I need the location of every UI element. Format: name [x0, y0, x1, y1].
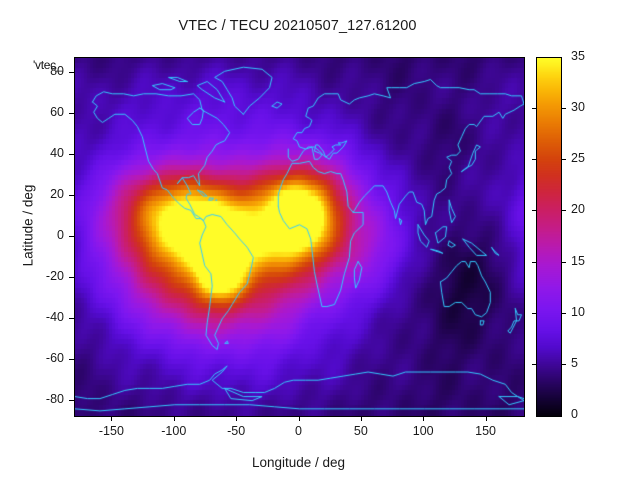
x-tick-label: -50 — [227, 424, 246, 438]
page-title: VTEC / TECU 20210507_127.61200 — [178, 18, 417, 34]
colorbar-tick-label: 15 — [571, 253, 585, 268]
colorbar-gradient — [537, 58, 561, 416]
x-tick-mark — [423, 416, 424, 421]
x-tick-label: 150 — [475, 424, 496, 438]
corner-annotation: 'vtec_ — [33, 58, 63, 72]
y-tick-mark — [69, 154, 74, 155]
x-tick-mark — [236, 416, 237, 421]
y-tick-label: -80 — [45, 391, 64, 406]
colorbar-tick-label: 30 — [571, 100, 585, 115]
colorbar-tick-mark-right — [561, 210, 566, 211]
colorbar-tick-mark-left — [532, 210, 537, 211]
y-tick-mark — [69, 72, 74, 73]
colorbar — [536, 57, 562, 417]
colorbar-tick-label: 20 — [571, 202, 585, 217]
y-tick-mark — [69, 400, 74, 401]
colorbar-tick-label: 25 — [571, 151, 585, 166]
y-tick-mark — [69, 359, 74, 360]
y-tick-label: 40 — [50, 146, 64, 161]
colorbar-tick-mark-left — [532, 108, 537, 109]
y-tick-mark — [69, 277, 74, 278]
colorbar-tick-label: 5 — [571, 355, 578, 370]
colorbar-tick-mark-left — [532, 364, 537, 365]
x-axis-label: Longitude / deg — [251, 455, 346, 470]
colorbar-tick-mark-right — [561, 159, 566, 160]
y-tick-label: 60 — [50, 105, 64, 120]
x-tick-label: 50 — [353, 424, 368, 438]
colorbar-tick-label: 0 — [571, 407, 578, 421]
y-tick-label: -40 — [45, 309, 64, 324]
colorbar-tick-label: 10 — [571, 304, 585, 319]
map-plot-area — [74, 57, 525, 417]
y-tick-mark — [69, 113, 74, 114]
vtec-heatmap-canvas — [75, 58, 524, 416]
y-tick-label: 20 — [50, 187, 64, 202]
y-tick-mark — [69, 318, 74, 319]
y-tick-mark — [69, 236, 74, 237]
y-tick-mark — [69, 195, 74, 196]
colorbar-tick-label: 35 — [571, 49, 585, 63]
colorbar-tick-mark-right — [561, 313, 566, 314]
x-tick-label: -150 — [98, 424, 124, 438]
x-tick-mark — [299, 416, 300, 421]
x-tick-mark — [486, 416, 487, 421]
colorbar-tick-mark-right — [561, 108, 566, 109]
x-tick-label: 100 — [412, 424, 434, 438]
y-tick-label: 80 — [50, 64, 64, 79]
x-tick-mark — [111, 416, 112, 421]
x-tick-mark — [174, 416, 175, 421]
y-tick-label: -60 — [45, 350, 64, 365]
y-tick-label: -20 — [45, 268, 64, 283]
x-tick-mark — [361, 416, 362, 421]
colorbar-tick-mark-right — [561, 364, 566, 365]
y-tick-label: 0 — [57, 228, 64, 242]
colorbar-tick-mark-right — [561, 262, 566, 263]
x-tick-label: 0 — [295, 424, 302, 438]
colorbar-tick-mark-left — [532, 262, 537, 263]
colorbar-tick-mark-left — [532, 313, 537, 314]
colorbar-tick-mark-left — [532, 159, 537, 160]
x-tick-label: -100 — [161, 424, 187, 438]
